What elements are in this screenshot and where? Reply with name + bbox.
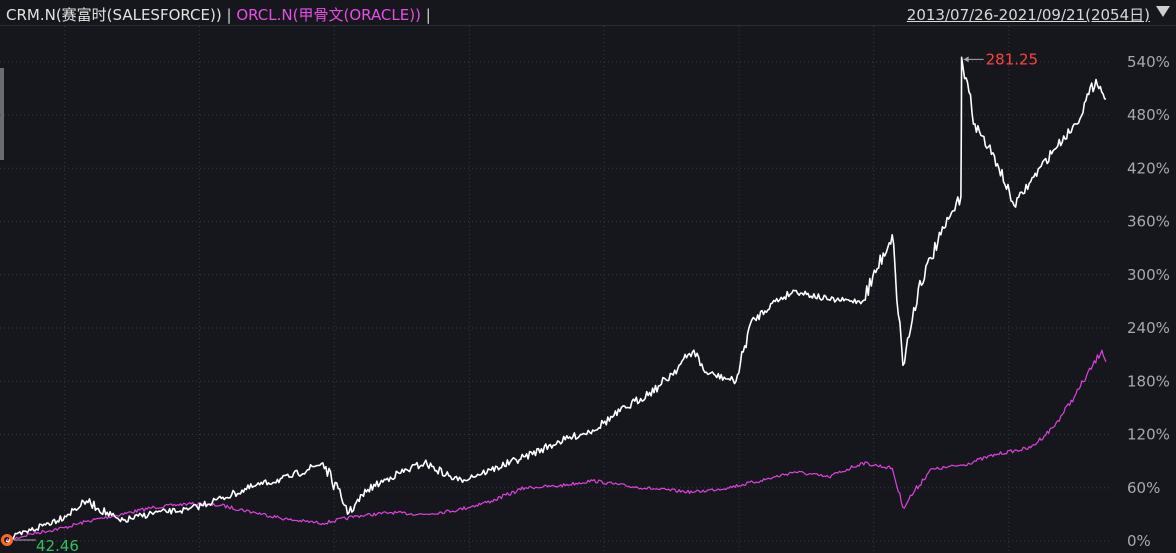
series-line-crm: [5, 56, 1107, 543]
annotations: 281.25 42.46: [1, 50, 1039, 553]
legend-crm[interactable]: CRM.N(赛富时(SALESFORCE)): [6, 6, 222, 24]
y-tick-label: 120%: [1127, 426, 1170, 444]
series-line-orcl: [5, 349, 1107, 543]
triangle-down-icon[interactable]: [1156, 6, 1170, 17]
circle-marker-icon[interactable]: [1, 534, 13, 546]
y-tick-label: 360%: [1127, 213, 1170, 231]
chart-header: CRM.N(赛富时(SALESFORCE)) | ORCL.N(甲骨文(ORAC…: [0, 0, 1176, 26]
low-value-label: 42.46: [36, 537, 79, 553]
side-panel-handle[interactable]: [0, 68, 4, 160]
y-tick-label: 480%: [1127, 106, 1170, 124]
series-legend: CRM.N(赛富时(SALESFORCE)) | ORCL.N(甲骨文(ORAC…: [6, 4, 431, 25]
y-axis: 0% 60% 120% 180% 240% 300% 360% 420% 480% 540%: [1127, 53, 1170, 550]
y-tick-label: 240%: [1127, 319, 1170, 337]
legend-separator-end: |: [420, 6, 431, 24]
y-tick-label: 420%: [1127, 159, 1170, 177]
y-tick-label: 60%: [1127, 479, 1160, 497]
date-range-selector[interactable]: 2013/07/26-2021/09/21(2054日): [906, 6, 1150, 24]
series-lines: [5, 56, 1107, 543]
y-tick-label: 540%: [1127, 53, 1170, 71]
comparison-chart: 0% 60% 120% 180% 240% 300% 360% 420% 480% 540% 28…: [0, 26, 1170, 553]
high-pointer-arrow: [963, 56, 969, 63]
high-value-label: 281.25: [986, 50, 1039, 68]
y-tick-label: 180%: [1127, 372, 1170, 390]
grid: [0, 26, 1110, 553]
y-tick-label: 0%: [1127, 532, 1151, 550]
legend-orcl[interactable]: ORCL.N(甲骨文(ORACLE)): [236, 6, 421, 24]
y-tick-label: 300%: [1127, 266, 1170, 284]
legend-separator: |: [221, 6, 237, 24]
